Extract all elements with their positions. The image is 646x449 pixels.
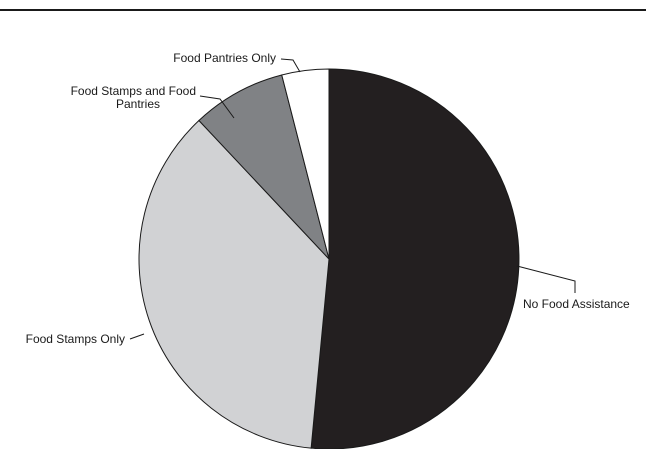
pie-slice-food-stamps-and-food-pantries bbox=[198, 74, 330, 260]
pie-slice-food-stamps-only bbox=[138, 119, 330, 449]
leader-lines bbox=[129, 58, 576, 340]
slice-label: Food Stamps Only bbox=[26, 332, 125, 346]
slice-labels: No Food Assistance Food Stamps Only Food S… bbox=[26, 51, 630, 346]
slice-label-line: Food Pantries Only bbox=[173, 51, 276, 65]
leader-line bbox=[516, 265, 576, 293]
slice-label-line: No Food Assistance bbox=[523, 297, 630, 311]
slice-label-line: Pantries bbox=[116, 97, 160, 111]
pie-slices bbox=[138, 68, 520, 449]
leader-line bbox=[129, 333, 145, 340]
pie-slice-food-pantries-only bbox=[281, 68, 330, 260]
leader-line bbox=[199, 95, 235, 119]
slice-label: Food Pantries Only bbox=[173, 51, 276, 65]
slice-label-line: Food Stamps Only bbox=[26, 332, 125, 346]
slice-label-line: Food Stamps and Food bbox=[71, 84, 196, 98]
leader-line bbox=[280, 58, 301, 73]
pie-slice-no-food-assistance bbox=[310, 68, 520, 449]
slice-label: No Food Assistance bbox=[523, 297, 630, 311]
slice-label: Food Stamps and Food Pantries bbox=[71, 84, 196, 111]
